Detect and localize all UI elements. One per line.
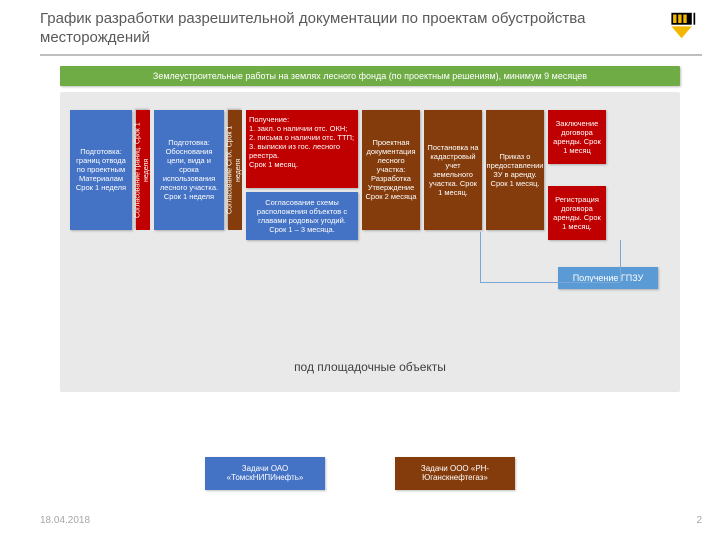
stage-sub-label: под площадочные объекты [60,360,680,374]
legend-red: Задачи ООО «РН-Юганскнефтегаз» [395,457,515,490]
header: График разработки разрешительной докумен… [0,0,720,52]
company-logo [668,6,702,40]
step-approve-sph: Согласование СПХ. Срок 1 неделя [228,110,242,230]
step-register-contract: Регистрация договора аренды. Срок 1 меся… [548,186,606,240]
top-banner: Землеустроительные работы на землях лесн… [60,66,680,86]
workflow-row: Подготовка: границ отвода по проектным М… [70,110,670,240]
step-lease-order: Приказ о предоставлении ЗУ в аренду. Сро… [486,110,544,230]
footer-page: 2 [696,515,702,526]
divider [40,54,702,56]
step-project-doc: Проектная документация лесного участка: … [362,110,420,230]
legend: Задачи ОАО «ТомскНИПИнефть» Задачи ООО «… [0,457,720,490]
step-cadastre: Постановка на кадастровый учет земельног… [424,110,482,230]
step-approve-boundaries: Согласование границ. Срок 1 неделя [136,110,150,230]
step-obtain-column: Получение: 1. закл. о наличии отс. ОКН; … [246,110,358,240]
step-obtain-docs: Получение: 1. закл. о наличии отс. ОКН; … [246,110,358,188]
footer-date: 18.04.2018 [40,515,90,526]
step-contract-column: Заключение договора аренды. Срок 1 месяц… [548,110,606,240]
step-prepare-boundaries: Подготовка: границ отвода по проектным М… [70,110,132,230]
step-sign-contract: Заключение договора аренды. Срок 1 месяц [548,110,606,164]
step-prepare-justification: Подготовка: Обоснования цели, вида и сро… [154,110,224,230]
workflow-stage: Подготовка: границ отвода по проектным М… [60,92,680,392]
legend-blue: Задачи ОАО «ТомскНИПИнефть» [205,457,325,490]
page-title: График разработки разрешительной докумен… [40,10,600,48]
step-gpzu: Получение ГПЗУ [558,267,658,289]
step-approve-scheme: Согласование схемы расположения объектов… [246,192,358,240]
